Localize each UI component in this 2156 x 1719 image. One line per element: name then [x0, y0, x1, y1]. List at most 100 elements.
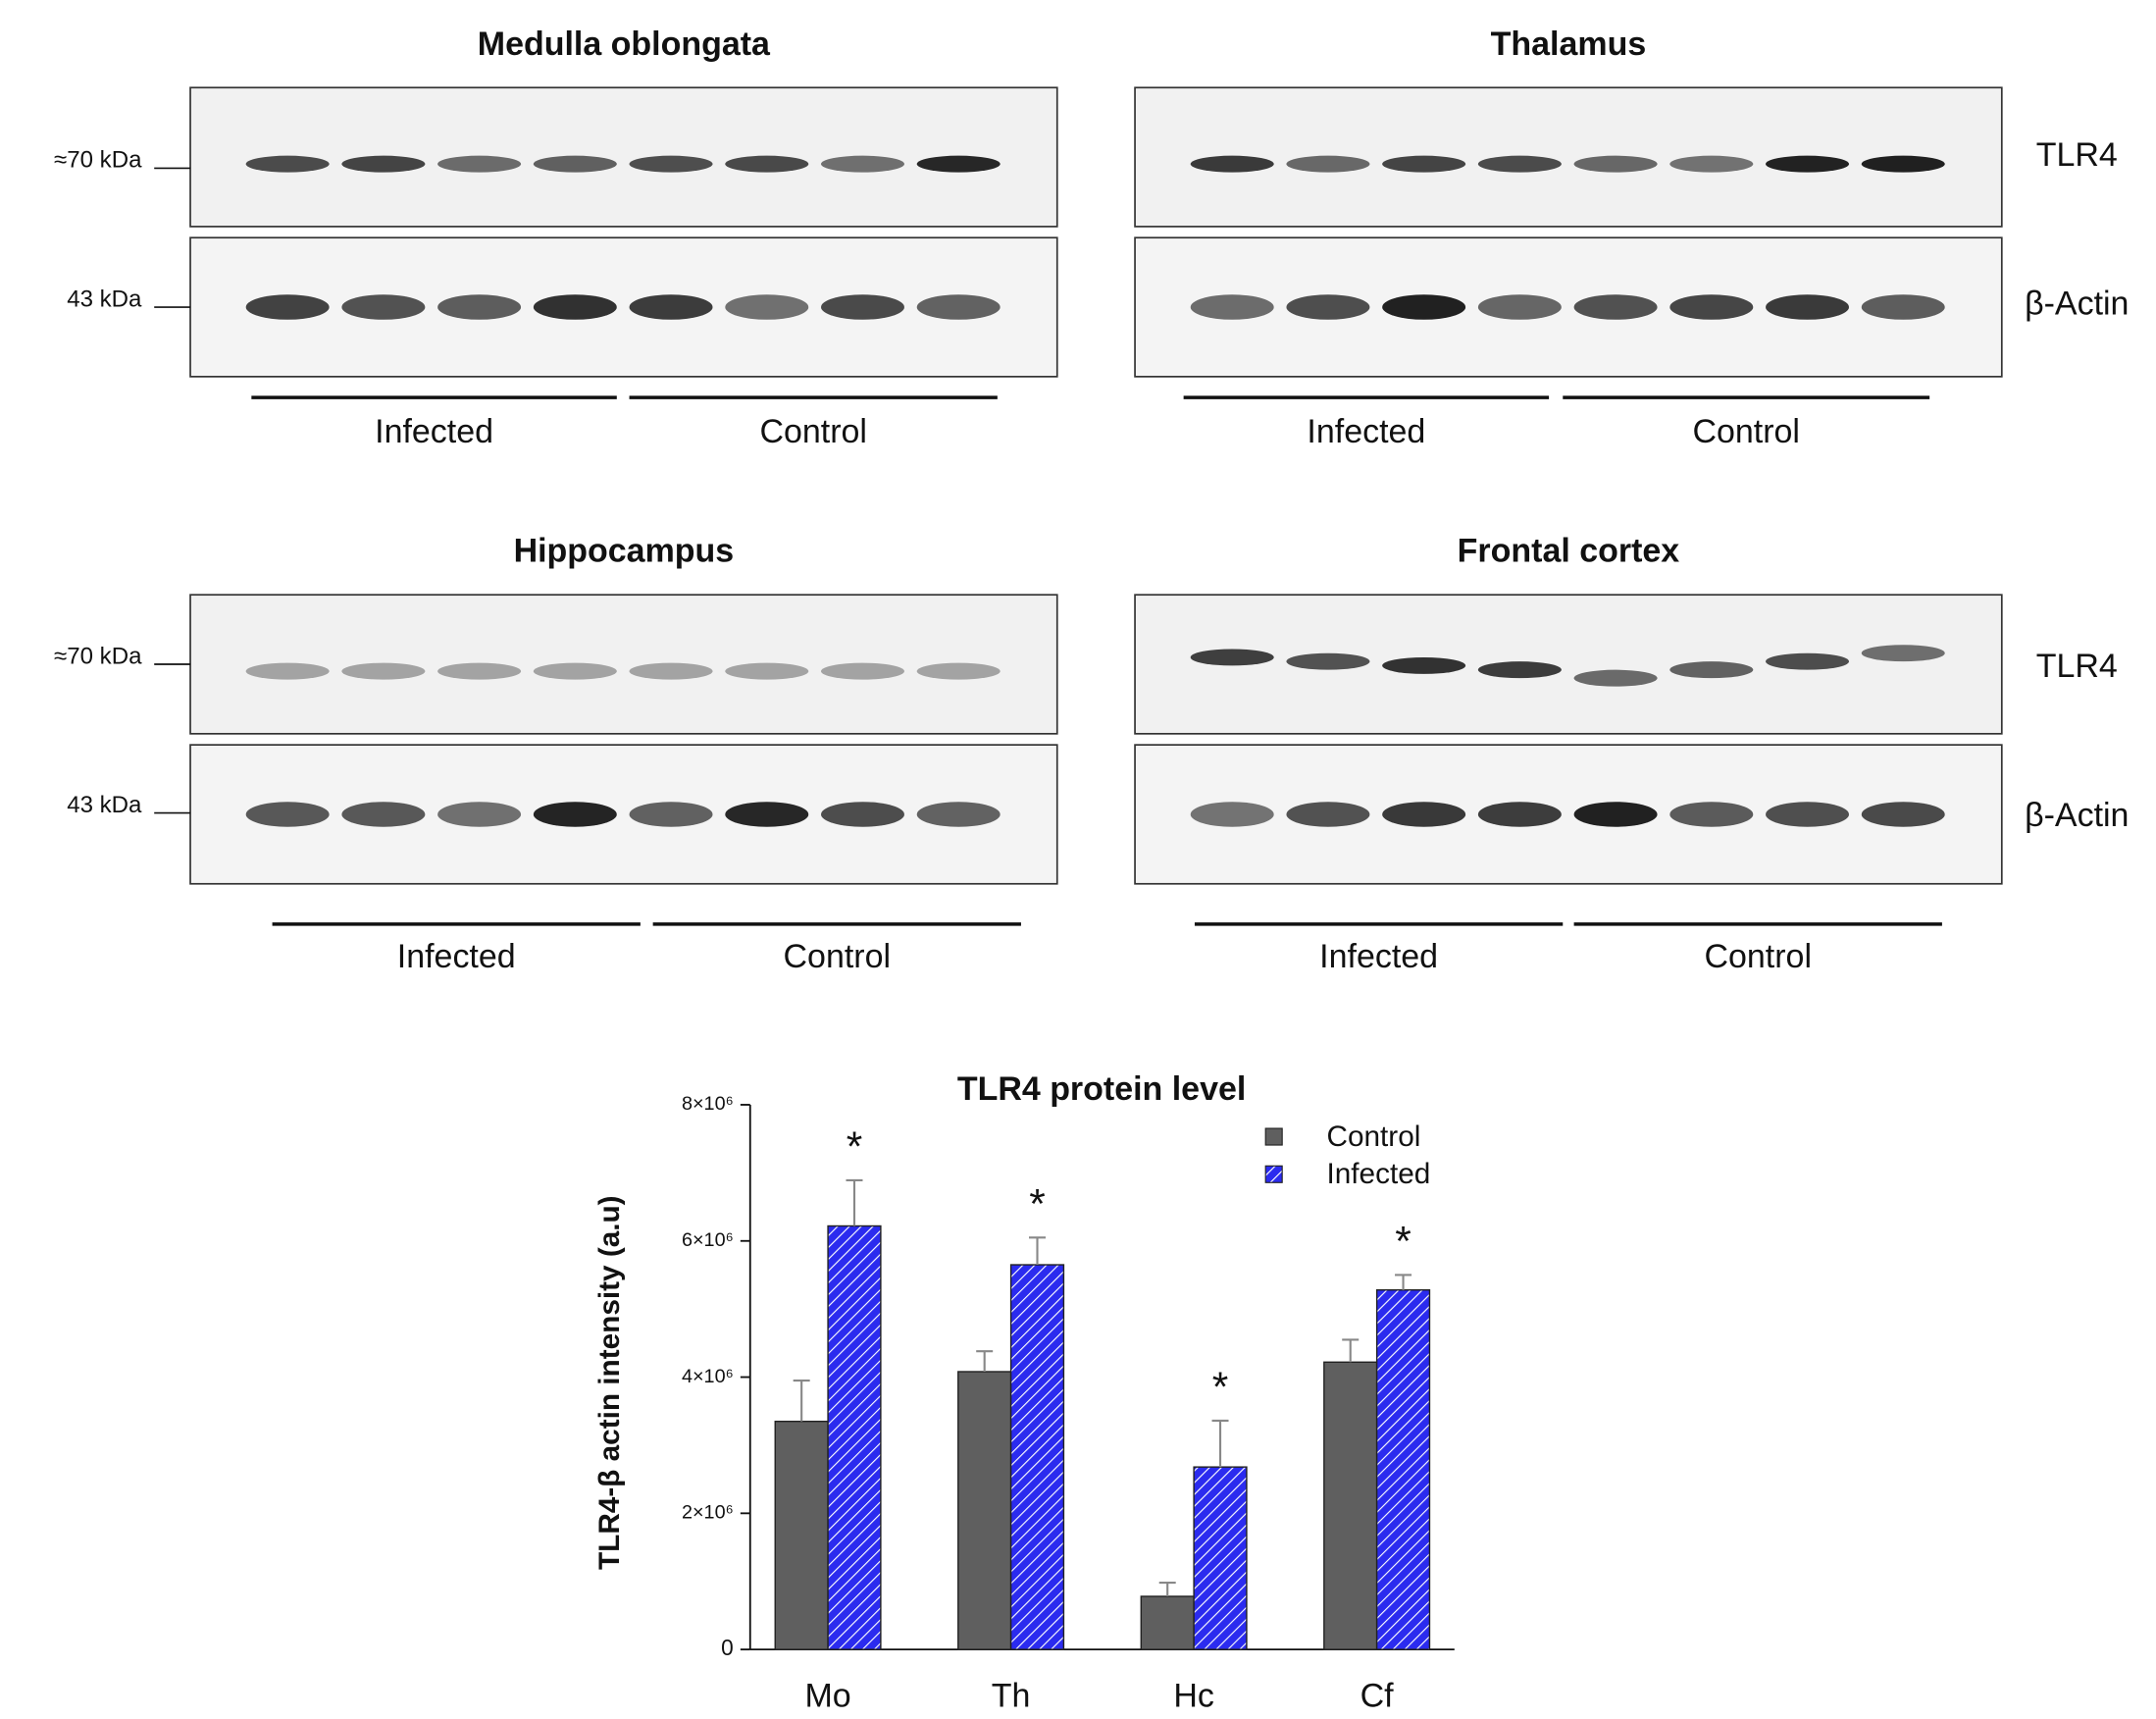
band [1477, 802, 1562, 827]
y-tick-label: 2×10⁶ [682, 1502, 734, 1524]
legend-swatch [1264, 1165, 1283, 1183]
band [1669, 802, 1754, 827]
x-tick-label: Mo [804, 1678, 850, 1715]
blot-box [1134, 236, 2003, 378]
significance: * [1029, 1181, 1046, 1227]
band [725, 294, 809, 320]
band [533, 662, 617, 680]
group-label: Infected [397, 938, 516, 975]
band [820, 802, 904, 827]
panel-title: Hippocampus [514, 533, 735, 570]
band [1669, 155, 1754, 173]
bar [1140, 1595, 1195, 1650]
band [1286, 294, 1370, 320]
significance: * [1212, 1365, 1229, 1411]
band [725, 662, 809, 680]
legend-swatch [1264, 1127, 1283, 1146]
band [245, 294, 330, 320]
band [725, 155, 809, 173]
error-bar [793, 1379, 810, 1422]
band [1382, 294, 1466, 320]
bar [1375, 1289, 1431, 1650]
bar [827, 1224, 882, 1650]
band [437, 662, 522, 680]
band [629, 662, 713, 680]
band [1861, 802, 1945, 827]
band [629, 802, 713, 827]
band [916, 155, 1001, 173]
blot-box [189, 236, 1058, 378]
band [1766, 155, 1850, 173]
band [341, 155, 426, 173]
band [341, 802, 426, 827]
marker-label: 43 kDa [67, 286, 142, 312]
band [1190, 649, 1274, 666]
y-tick-label: 0 [721, 1635, 734, 1660]
x-tick-label: Hc [1173, 1678, 1214, 1715]
blot-box [1134, 744, 2003, 885]
group-label: Control [759, 413, 867, 450]
band [1190, 294, 1274, 320]
band-label: TLR4 [2036, 648, 2118, 685]
band [1286, 652, 1370, 670]
band [1861, 645, 1945, 662]
band [245, 155, 330, 173]
legend-label: Control [1327, 1120, 1421, 1153]
bar [1323, 1361, 1378, 1650]
group-label: Control [1692, 413, 1800, 450]
panel-title: Medulla oblongata [478, 26, 771, 63]
blot-box [189, 86, 1058, 228]
band [916, 802, 1001, 827]
band [1286, 802, 1370, 827]
band [1766, 294, 1850, 320]
band [437, 155, 522, 173]
band [1861, 155, 1945, 173]
band [820, 294, 904, 320]
band [1573, 294, 1658, 320]
band-label: β-Actin [2025, 286, 2129, 323]
error-bar [976, 1350, 994, 1372]
y-tick-label: 4×10⁶ [682, 1366, 734, 1387]
band [820, 662, 904, 680]
band [1669, 661, 1754, 679]
bar [957, 1371, 1012, 1650]
marker-label: 43 kDa [67, 792, 142, 818]
band [725, 802, 809, 827]
band [1861, 294, 1945, 320]
significance: * [847, 1124, 863, 1171]
group-label: Control [784, 938, 892, 975]
group-label: Infected [375, 413, 493, 450]
x-tick-label: Cf [1360, 1678, 1395, 1715]
marker-label: ≈70 kDa [54, 643, 142, 669]
band-label: TLR4 [2036, 136, 2118, 174]
error-bar [1029, 1236, 1047, 1266]
band [1766, 802, 1850, 827]
group-label: Infected [1307, 413, 1425, 450]
bar [1009, 1264, 1065, 1650]
band [1573, 802, 1658, 827]
chart-title: TLR4 protein level [957, 1070, 1246, 1108]
band [1190, 802, 1274, 827]
band [245, 802, 330, 827]
band [1669, 294, 1754, 320]
band [1477, 155, 1562, 173]
panel-title: Thalamus [1491, 26, 1647, 63]
error-bar [1342, 1338, 1360, 1363]
bar [1193, 1466, 1248, 1650]
band [341, 294, 426, 320]
blot-box [189, 594, 1058, 735]
error-bar [1395, 1274, 1412, 1290]
band [1477, 294, 1562, 320]
band [1382, 656, 1466, 674]
band [533, 802, 617, 827]
y-tick-label: 6×10⁶ [682, 1229, 734, 1251]
band [820, 155, 904, 173]
band [629, 155, 713, 173]
error-bar [1158, 1582, 1176, 1597]
error-bar [1211, 1419, 1229, 1468]
panel-title: Frontal cortex [1458, 533, 1680, 570]
band [245, 662, 330, 680]
band [916, 294, 1001, 320]
bar [774, 1420, 829, 1650]
